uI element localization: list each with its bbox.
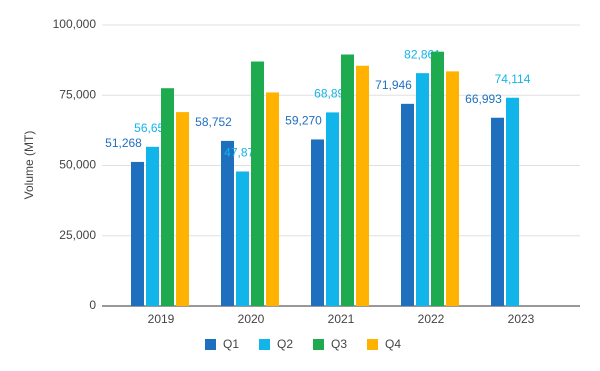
data-label: 51,268 — [105, 136, 142, 150]
legend-swatch — [367, 339, 378, 350]
bar — [416, 73, 429, 307]
bar — [431, 51, 444, 306]
data-label: 58,752 — [195, 115, 232, 129]
x-tick-label: 2023 — [508, 312, 535, 326]
legend-label: Q4 — [385, 337, 401, 351]
bar — [446, 71, 459, 307]
bar — [146, 146, 159, 306]
bar — [506, 97, 519, 307]
y-tick-label: 75,000 — [59, 87, 96, 101]
bar — [221, 140, 234, 306]
bar — [236, 171, 249, 306]
legend-swatch — [313, 339, 324, 350]
x-tick-label: 2019 — [148, 312, 175, 326]
x-tick-label: 2021 — [328, 312, 355, 326]
bar — [131, 161, 144, 306]
bar — [491, 117, 504, 307]
legend-swatch — [205, 339, 216, 350]
bar — [401, 103, 414, 306]
x-tick-label: 2020 — [238, 312, 265, 326]
bar — [326, 112, 339, 306]
legend-label: Q3 — [331, 337, 347, 351]
y-tick-label: 50,000 — [59, 158, 96, 172]
data-label: 74,114 — [495, 72, 531, 86]
legend-swatch — [259, 339, 270, 350]
bar — [266, 92, 279, 306]
bar — [161, 88, 174, 306]
bar — [341, 54, 354, 306]
y-tick-label: 25,000 — [59, 228, 96, 242]
data-label: 59,270 — [285, 114, 322, 128]
y-axis-label: Volume (MT) — [22, 131, 36, 200]
x-tick-label: 2022 — [418, 312, 445, 326]
data-label: 66,993 — [465, 92, 502, 106]
bar — [176, 112, 189, 306]
bar — [356, 65, 369, 307]
y-tick-label: 0 — [89, 298, 96, 312]
bar — [311, 139, 324, 306]
bar — [251, 61, 264, 306]
data-label: 71,946 — [375, 78, 412, 92]
legend-label: Q1 — [223, 337, 239, 351]
legend-label: Q2 — [277, 337, 293, 351]
y-tick-label: 100,000 — [53, 17, 97, 31]
